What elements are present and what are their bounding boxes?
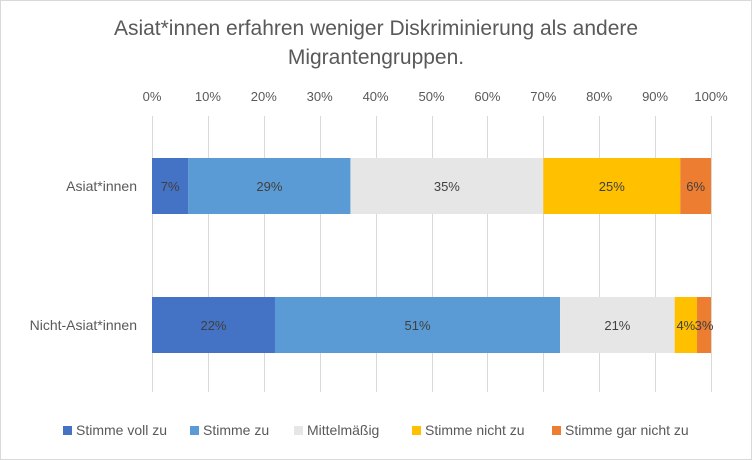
legend-swatch <box>63 426 72 435</box>
x-tick-label: 30% <box>307 89 333 104</box>
bar-segment <box>697 297 711 353</box>
data-label: 35% <box>434 179 460 194</box>
legend-swatch <box>294 426 303 435</box>
data-label: 7% <box>161 179 180 194</box>
chart-title-line-1: Asiat*innen erfahren weniger Diskriminie… <box>113 17 639 40</box>
data-label: 29% <box>256 179 282 194</box>
x-tick-label: 10% <box>195 89 221 104</box>
legend-label: Mittelmäßig <box>307 422 379 438</box>
x-tick-label: 60% <box>474 89 500 104</box>
x-tick-label: 0% <box>143 89 162 104</box>
legend-label: Stimme zu <box>203 422 269 438</box>
legend-label: Stimme gar nicht zu <box>565 422 689 438</box>
data-label: 3% <box>695 318 714 333</box>
bar-segment <box>674 297 698 353</box>
category-label: Nicht-Asiat*innen <box>30 317 137 333</box>
bar-segment <box>543 158 681 214</box>
x-tick-label: 100% <box>694 89 728 104</box>
x-tick-label: 40% <box>363 89 389 104</box>
bar-segment <box>680 158 711 214</box>
data-label: 51% <box>405 318 431 333</box>
bar-segment <box>152 158 189 214</box>
data-label: 25% <box>599 179 625 194</box>
legend-label: Stimme nicht zu <box>425 422 525 438</box>
legend-swatch <box>412 426 421 435</box>
data-label: 21% <box>604 318 630 333</box>
bar-segment <box>188 158 351 214</box>
bar-segment <box>350 158 544 214</box>
chart-title-line-2: Migrantengruppen. <box>287 46 465 69</box>
bar-segment <box>560 297 675 353</box>
bar-segment <box>152 297 275 353</box>
legend-swatch <box>190 426 199 435</box>
data-label: 6% <box>686 179 705 194</box>
bar-segment <box>274 297 561 353</box>
chart-title: Asiat*innen erfahren weniger Diskriminie… <box>0 14 752 72</box>
x-tick-label: 50% <box>418 89 444 104</box>
data-label: 22% <box>200 318 226 333</box>
x-tick-label: 80% <box>586 89 612 104</box>
x-tick-label: 20% <box>251 89 277 104</box>
x-tick-label: 70% <box>530 89 556 104</box>
legend-label: Stimme voll zu <box>76 422 167 438</box>
x-tick-label: 90% <box>642 89 668 104</box>
data-label: 4% <box>676 318 695 333</box>
legend-swatch <box>552 426 561 435</box>
category-label: Asiat*innen <box>66 178 137 194</box>
